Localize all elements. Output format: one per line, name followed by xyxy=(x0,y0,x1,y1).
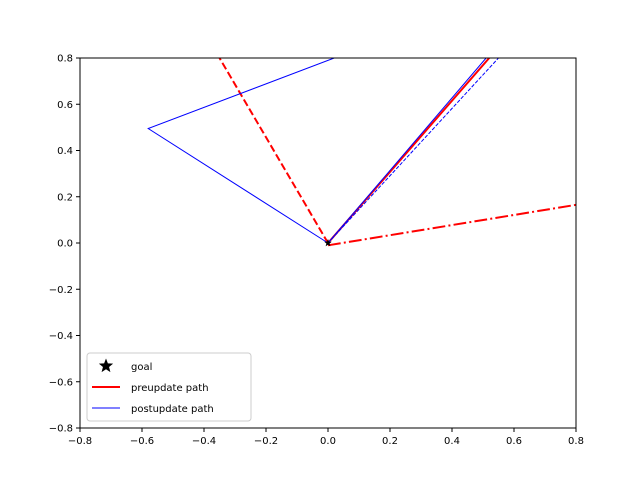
series-layer xyxy=(147,58,576,247)
x-tick-label: −0.6 xyxy=(130,436,154,447)
goal-marker xyxy=(324,239,332,247)
x-tick-label: −0.2 xyxy=(254,436,278,447)
x-tick-label: 0.6 xyxy=(506,436,522,447)
y-tick-label: 0.6 xyxy=(57,100,73,111)
series-line-2 xyxy=(218,58,329,244)
y-tick-label: 0.0 xyxy=(57,239,73,250)
y-tick-label: −0.4 xyxy=(49,331,73,342)
x-axis: −0.8 −0.6 −0.4 −0.2 0.0 0.2 0.4 0.6 0.8 xyxy=(68,428,584,447)
y-axis: −0.8 −0.6 −0.4 −0.2 0.0 0.2 0.4 0.6 0.8 xyxy=(49,54,80,435)
x-tick-label: 0.0 xyxy=(320,436,336,447)
x-tick-label: 0.4 xyxy=(444,436,460,447)
y-tick-label: 0.2 xyxy=(57,192,73,203)
y-tick-label: −0.6 xyxy=(49,377,73,388)
y-tick-label: −0.8 xyxy=(49,424,73,435)
x-tick-label: 0.8 xyxy=(568,436,584,447)
y-tick-label: 0.8 xyxy=(57,54,73,65)
legend: goal preupdate path postupdate path xyxy=(86,352,252,422)
series-line-5 xyxy=(327,58,487,244)
legend-goal-marker xyxy=(98,358,114,373)
legend-label: preupdate path xyxy=(131,383,209,394)
series-line-4 xyxy=(147,58,335,244)
y-tick-label: 0.4 xyxy=(57,146,73,157)
marker-layer xyxy=(324,239,332,247)
series-line-6 xyxy=(327,58,499,244)
legend-label: postupdate path xyxy=(131,404,214,415)
legend-box xyxy=(86,352,252,422)
y-tick-label: −0.2 xyxy=(49,285,73,296)
x-tick-label: −0.8 xyxy=(68,436,92,447)
legend-label: goal xyxy=(131,362,152,373)
x-tick-label: −0.4 xyxy=(192,436,216,447)
x-tick-label: 0.2 xyxy=(382,436,398,447)
